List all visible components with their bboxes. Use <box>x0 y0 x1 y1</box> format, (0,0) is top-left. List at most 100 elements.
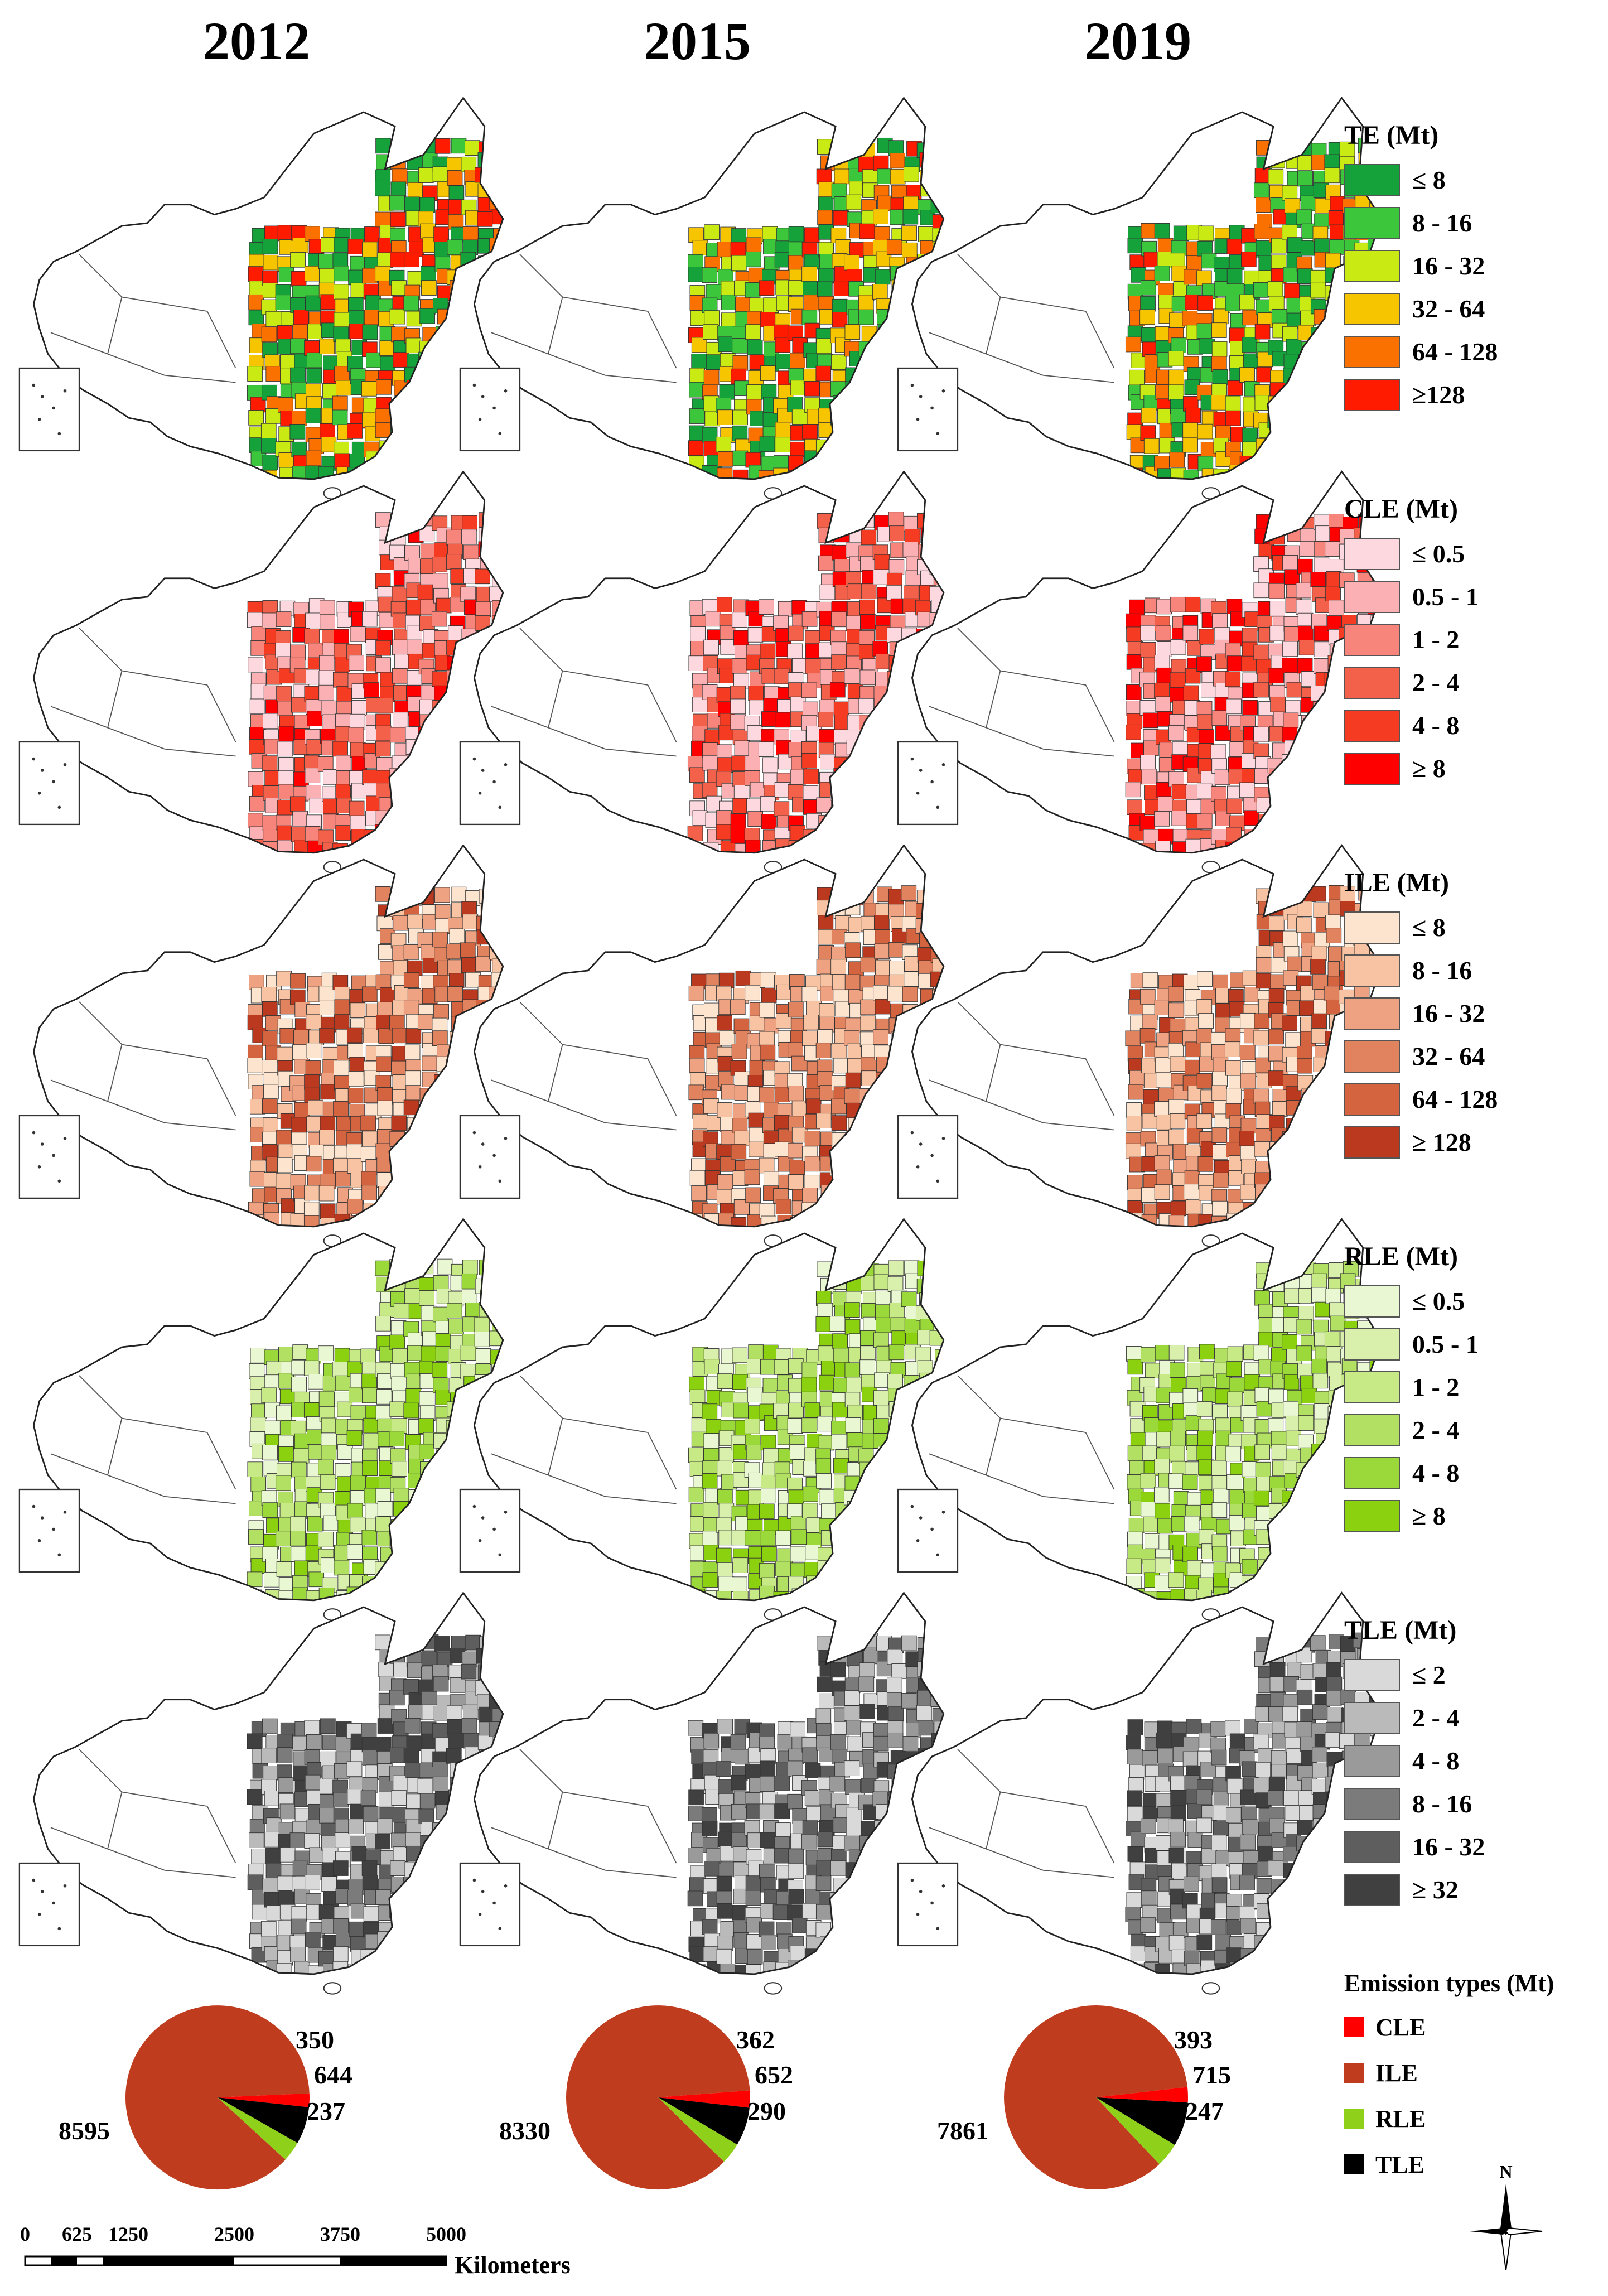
city-region <box>249 795 265 812</box>
city-region <box>1158 294 1174 310</box>
city-region <box>1140 625 1156 641</box>
city-region <box>276 971 292 987</box>
city-region <box>688 1600 703 1615</box>
city-region <box>1225 841 1241 853</box>
city-region <box>1199 1185 1214 1201</box>
city-region <box>289 796 306 812</box>
city-region <box>1297 1549 1312 1564</box>
city-region <box>390 800 407 816</box>
city-region <box>421 799 437 814</box>
city-region <box>1156 1115 1172 1130</box>
city-region <box>763 698 779 713</box>
city-region <box>833 1185 848 1202</box>
city-region <box>389 141 405 156</box>
city-region <box>1358 1589 1374 1600</box>
city-region <box>801 1503 818 1518</box>
city-region <box>436 1549 451 1565</box>
city-region <box>463 1203 480 1218</box>
city-region <box>1315 525 1331 541</box>
city-region <box>405 513 421 529</box>
city-region <box>1327 1477 1343 1493</box>
city-region <box>1301 341 1317 357</box>
city-region <box>1271 1547 1287 1563</box>
city-region <box>935 900 944 917</box>
city-region <box>749 1015 765 1031</box>
city-region <box>318 1459 334 1475</box>
city-region <box>1297 1531 1313 1546</box>
city-region <box>1297 1130 1313 1145</box>
city-region <box>1369 467 1382 479</box>
city-region <box>762 1344 779 1361</box>
city-region <box>421 266 436 282</box>
city-region <box>872 756 888 771</box>
city-region <box>260 1921 277 1937</box>
city-region <box>318 1588 335 1600</box>
city-region <box>392 1215 408 1227</box>
city-region <box>391 326 407 343</box>
city-region <box>1157 1518 1173 1534</box>
city-region <box>830 842 846 853</box>
city-region <box>494 1214 503 1227</box>
city-region <box>1258 451 1274 467</box>
city-region <box>861 1275 876 1291</box>
city-region <box>264 770 280 786</box>
city-region <box>1141 1501 1156 1517</box>
city-region <box>1255 1461 1271 1478</box>
city-region <box>1284 1184 1300 1200</box>
city-region <box>831 641 847 657</box>
city-region <box>834 585 851 600</box>
city-region <box>1272 1101 1288 1117</box>
city-region <box>432 484 447 499</box>
city-region <box>1256 240 1272 256</box>
city-region <box>421 280 437 296</box>
city-region <box>775 422 791 438</box>
city-region <box>1285 1171 1300 1188</box>
city-region <box>1325 253 1341 269</box>
city-region <box>930 182 944 197</box>
city-region <box>1297 484 1312 499</box>
city-region <box>463 226 479 242</box>
city-region <box>817 1029 833 1045</box>
city-region <box>448 185 465 201</box>
city-region <box>877 1588 894 1600</box>
city-region <box>437 1258 453 1275</box>
city-region <box>1324 1331 1340 1347</box>
city-region <box>874 1561 890 1576</box>
city-region <box>1314 467 1330 479</box>
city-region <box>1314 238 1330 254</box>
city-region <box>436 729 452 745</box>
city-region <box>858 309 874 325</box>
city-region <box>334 237 350 253</box>
city-region <box>1287 237 1303 253</box>
city-region <box>1127 238 1143 254</box>
city-region <box>859 426 875 442</box>
city-region <box>846 1377 862 1393</box>
city-region <box>1200 770 1216 787</box>
city-region <box>434 853 450 869</box>
city-region <box>861 529 877 546</box>
city-region <box>448 973 465 988</box>
city-region <box>1155 841 1171 853</box>
city-region <box>792 469 808 479</box>
city-region <box>1329 514 1344 529</box>
city-region <box>247 1058 263 1073</box>
city-region <box>888 310 904 326</box>
city-region <box>835 239 851 255</box>
city-region <box>390 211 406 228</box>
city-region <box>393 712 408 727</box>
city-region <box>461 312 476 328</box>
city-region <box>844 324 861 340</box>
city-region <box>862 1101 878 1117</box>
city-region <box>801 611 818 627</box>
city-region <box>248 410 264 426</box>
city-region <box>901 885 917 901</box>
city-region <box>875 465 890 479</box>
city-region <box>435 1591 451 1600</box>
city-region <box>790 769 806 785</box>
city-region <box>1141 327 1157 343</box>
city-region <box>876 1101 892 1117</box>
city-region <box>479 889 495 905</box>
city-region <box>716 1547 732 1564</box>
city-region <box>1197 714 1213 730</box>
city-region <box>362 324 378 340</box>
